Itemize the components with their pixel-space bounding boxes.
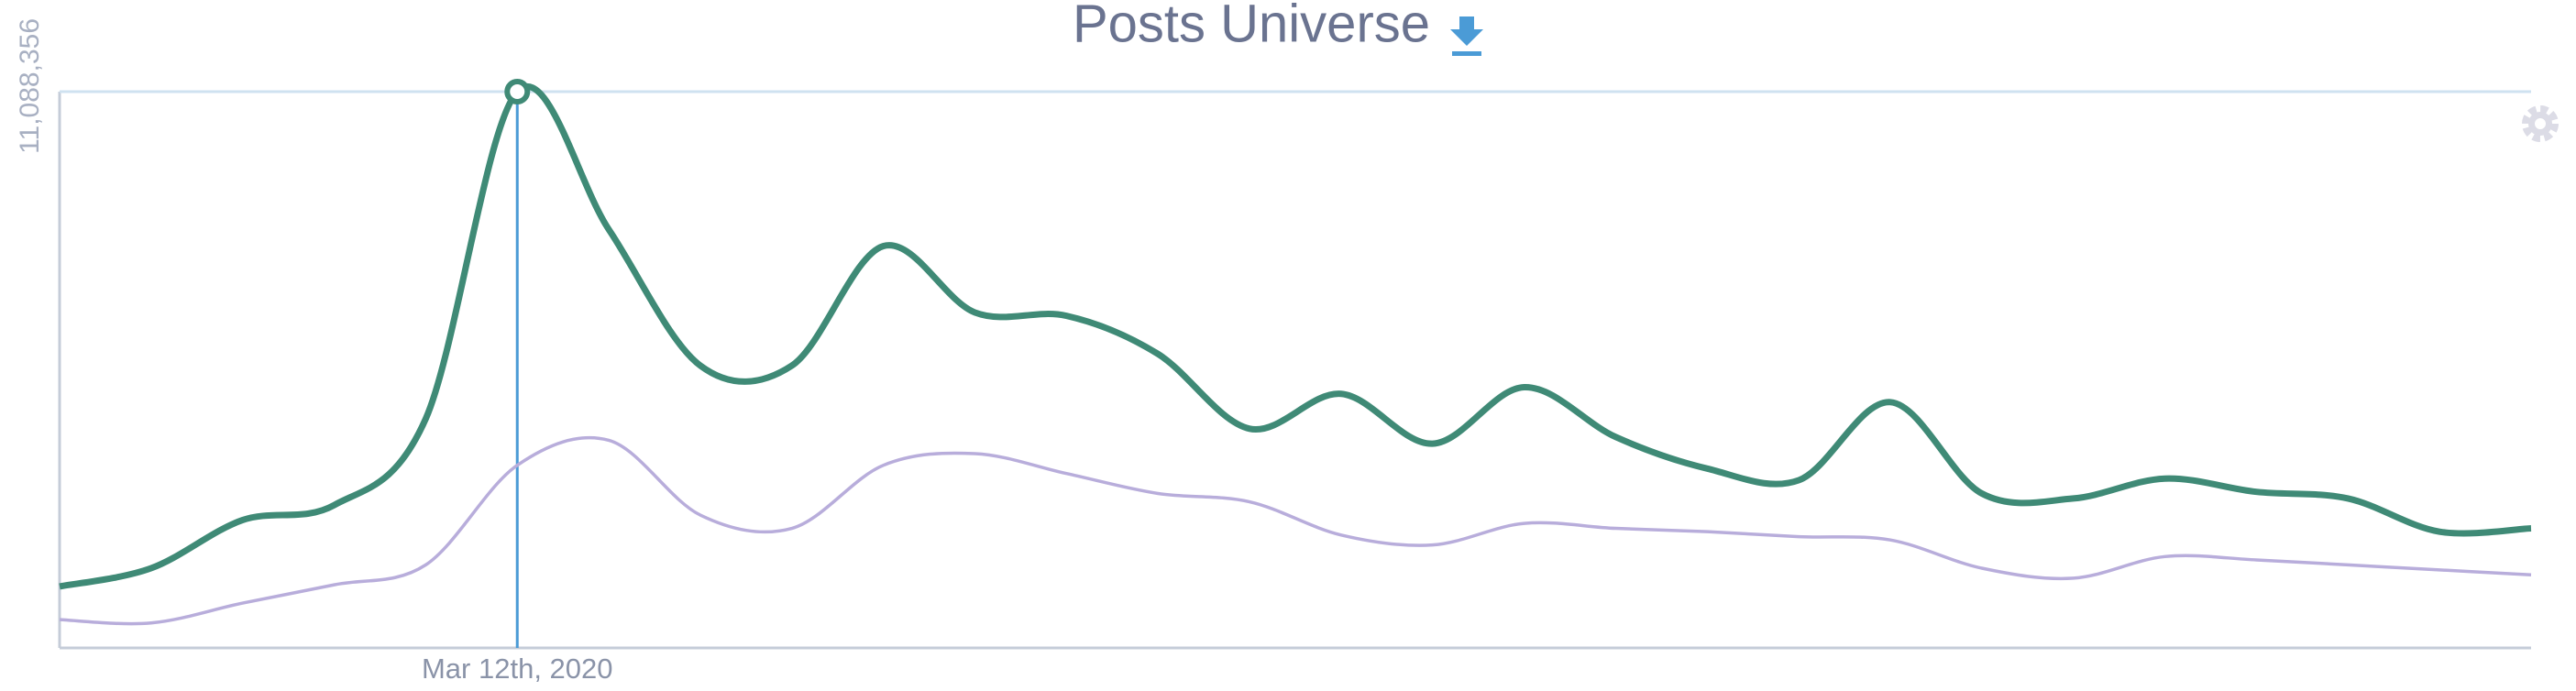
series-line bbox=[59, 435, 2532, 626]
hover-marker bbox=[504, 79, 531, 104]
gear-icon bbox=[2522, 105, 2559, 142]
x-tick-label: Mar 12th, 2020 bbox=[422, 653, 613, 685]
download-icon bbox=[1450, 29, 1483, 46]
download-button[interactable] bbox=[1450, 16, 1483, 56]
y-tick-label: 11,088,356 bbox=[15, 18, 45, 154]
series-line bbox=[59, 83, 2532, 590]
settings-button[interactable] bbox=[2522, 105, 2559, 142]
gear-icon bbox=[2535, 118, 2546, 129]
chart-title: Posts Universe bbox=[1073, 0, 1430, 53]
download-icon bbox=[1452, 51, 1481, 56]
download-icon bbox=[1459, 16, 1474, 29]
